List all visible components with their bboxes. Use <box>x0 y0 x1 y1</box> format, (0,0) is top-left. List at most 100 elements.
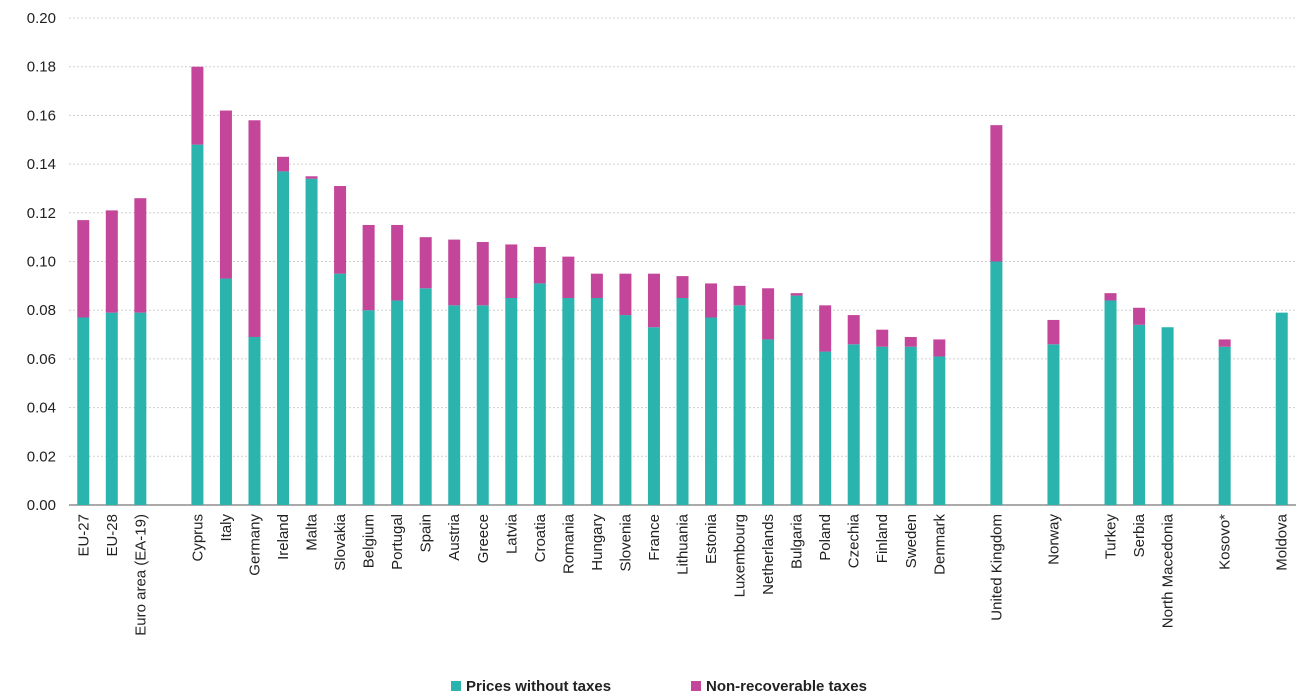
bar-non-recoverable-taxes-poland <box>819 305 832 352</box>
legend-swatch-prices-without-taxes <box>451 681 461 691</box>
bar-non-recoverable-taxes-germany <box>248 120 261 337</box>
x-tick-label: North Macedonia <box>1160 513 1177 628</box>
bar-non-recoverable-taxes-denmark <box>933 339 946 357</box>
legend: Prices without taxes Non-recoverable tax… <box>451 678 867 695</box>
y-tick-label: 0.02 <box>27 448 56 465</box>
x-tick-label: EU-28 <box>104 514 121 557</box>
x-tick-label: Germany <box>246 514 263 576</box>
x-tick-label: Estonia <box>703 513 720 564</box>
x-tick-label: Sweden <box>903 514 920 568</box>
bar-prices-without-taxes-ireland <box>277 171 290 505</box>
bar-non-recoverable-taxes-cyprus <box>191 66 204 145</box>
y-tick-label: 0.10 <box>27 254 56 271</box>
bar-non-recoverable-taxes-finland <box>876 329 889 347</box>
bar-prices-without-taxes-united-kingdom <box>990 261 1003 505</box>
bar-non-recoverable-taxes-lithuania <box>676 276 689 299</box>
x-tick-label: Denmark <box>931 514 948 575</box>
bar-non-recoverable-taxes-slovakia <box>334 186 347 274</box>
bar-non-recoverable-taxes-italy <box>219 110 232 279</box>
x-tick-label: Slovakia <box>332 513 349 570</box>
bar-prices-without-taxes-france <box>647 327 660 505</box>
x-axis: EU-27 EU-28 Euro area (EA-19) Cyprus Italy Ge… <box>75 513 1290 635</box>
bar-prices-without-taxes-malta <box>305 178 318 505</box>
bar-prices-without-taxes-latvia <box>505 298 518 505</box>
bar-non-recoverable-taxes-czechia <box>847 315 860 345</box>
bar-non-recoverable-taxes-greece <box>476 242 489 306</box>
bar-prices-without-taxes-austria <box>448 305 461 505</box>
x-tick-label: Finland <box>874 514 891 563</box>
bar-prices-without-taxes-greece <box>476 305 489 505</box>
y-tick-label: 0.06 <box>27 351 56 368</box>
x-tick-label: Ireland <box>275 514 292 560</box>
bar-non-recoverable-taxes-hungary <box>590 273 603 299</box>
legend-swatch-non-recoverable-taxes <box>691 681 701 691</box>
bar-non-recoverable-taxes-netherlands <box>762 288 775 340</box>
bar-prices-without-taxes-germany <box>248 336 261 505</box>
x-tick-label: Czechia <box>846 513 863 568</box>
bar-non-recoverable-taxes-serbia <box>1133 307 1146 325</box>
bar-non-recoverable-taxes-norway <box>1047 319 1060 345</box>
bar-non-recoverable-taxes-kosovo <box>1218 339 1231 347</box>
x-tick-label: Romania <box>560 513 577 574</box>
bar-prices-without-taxes-eu-27 <box>77 317 90 505</box>
bar-prices-without-taxes-hungary <box>590 298 603 505</box>
bar-non-recoverable-taxes-austria <box>448 239 461 306</box>
bar-prices-without-taxes-czechia <box>847 344 860 505</box>
bar-prices-without-taxes-kosovo <box>1218 346 1231 505</box>
x-tick-label: Croatia <box>532 513 549 562</box>
x-tick-label: United Kingdom <box>988 514 1005 621</box>
bar-prices-without-taxes-norway <box>1047 344 1060 505</box>
bar-non-recoverable-taxes-portugal <box>391 224 404 301</box>
x-tick-label: Serbia <box>1131 513 1148 557</box>
bar-prices-without-taxes-poland <box>819 351 832 505</box>
x-tick-label: Malta <box>304 513 321 550</box>
bar-non-recoverable-taxes-belgium <box>362 224 375 311</box>
bar-prices-without-taxes-portugal <box>391 300 404 505</box>
bar-prices-without-taxes-spain <box>419 288 432 505</box>
x-tick-label: Bulgaria <box>789 513 806 569</box>
bar-prices-without-taxes-luxembourg <box>733 305 746 505</box>
x-tick-label: Latvia <box>503 513 520 554</box>
bar-prices-without-taxes-croatia <box>533 283 546 505</box>
bar-non-recoverable-taxes-slovenia <box>619 273 632 316</box>
x-tick-label: Portugal <box>389 514 406 570</box>
bar-prices-without-taxes-italy <box>219 278 232 505</box>
x-tick-label: Italy <box>218 514 235 542</box>
x-tick-label: EU-27 <box>75 514 92 557</box>
x-tick-label: Kosovo* <box>1217 514 1234 570</box>
bar-non-recoverable-taxes-euro-area-ea-19 <box>134 198 147 313</box>
bar-prices-without-taxes-denmark <box>933 356 946 505</box>
x-tick-label: Greece <box>475 514 492 563</box>
bar-non-recoverable-taxes-estonia <box>705 283 718 318</box>
x-tick-label: Poland <box>817 514 834 561</box>
bar-prices-without-taxes-belgium <box>362 310 375 505</box>
bar-non-recoverable-taxes-bulgaria <box>790 293 803 296</box>
bar-prices-without-taxes-cyprus <box>191 144 204 505</box>
x-tick-label: Turkey <box>1103 514 1120 560</box>
bar-non-recoverable-taxes-latvia <box>505 244 518 299</box>
bar-non-recoverable-taxes-croatia <box>533 246 546 284</box>
x-tick-label: Norway <box>1045 514 1062 565</box>
bar-non-recoverable-taxes-luxembourg <box>733 285 746 306</box>
x-tick-label: Lithuania <box>675 513 692 575</box>
x-tick-label: Slovenia <box>617 513 634 571</box>
bar-prices-without-taxes-slovakia <box>334 273 347 505</box>
legend-label-prices-without-taxes: Prices without taxes <box>466 678 611 695</box>
bar-prices-without-taxes-moldova <box>1275 312 1288 505</box>
bar-prices-without-taxes-finland <box>876 346 889 505</box>
x-tick-label: France <box>646 514 663 561</box>
x-tick-label: Spain <box>418 514 435 552</box>
bar-non-recoverable-taxes-eu-28 <box>105 210 118 313</box>
y-tick-label: 0.14 <box>27 156 56 173</box>
bar-prices-without-taxes-north-macedonia <box>1161 327 1174 505</box>
bars <box>77 66 1288 505</box>
y-tick-label: 0.16 <box>27 107 56 124</box>
bar-prices-without-taxes-sweden <box>904 346 917 505</box>
y-tick-label: 0.18 <box>27 59 56 76</box>
x-tick-label: Austria <box>446 513 463 560</box>
x-tick-label: Euro area (EA-19) <box>132 514 149 636</box>
bar-non-recoverable-taxes-romania <box>562 256 575 299</box>
bar-non-recoverable-taxes-france <box>647 273 660 328</box>
y-tick-label: 0.04 <box>27 400 56 417</box>
